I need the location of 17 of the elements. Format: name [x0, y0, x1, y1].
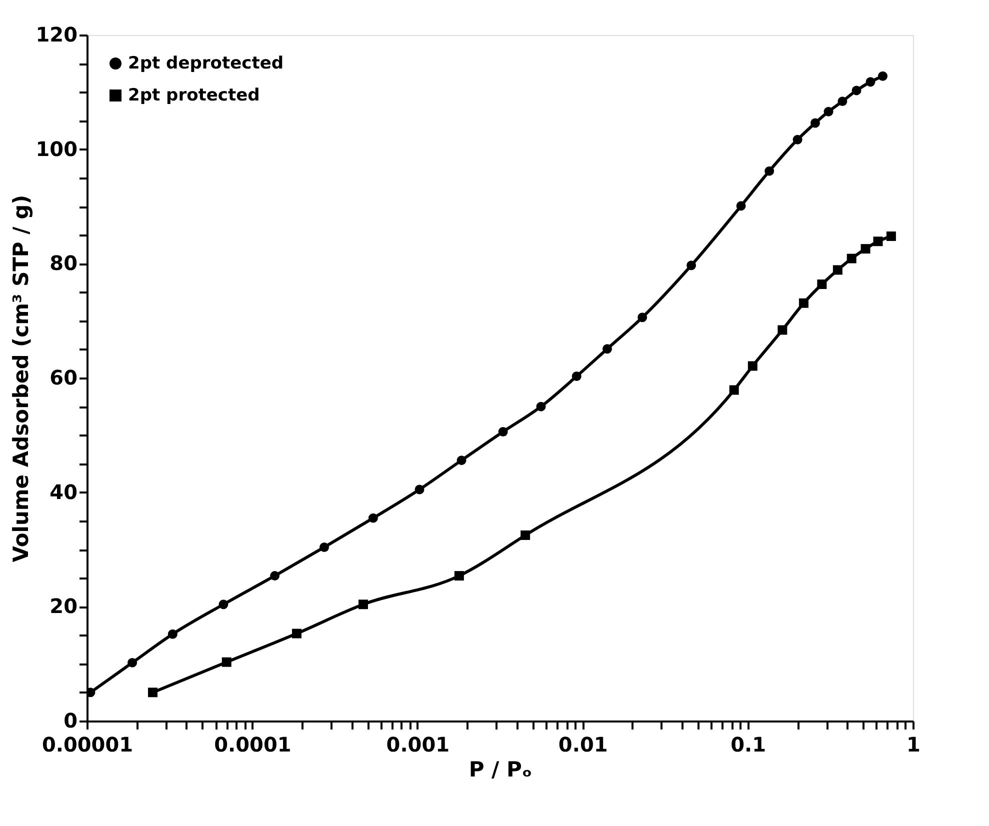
- x-tick-label: 0.0001: [214, 732, 292, 756]
- x-tick-label: 0.01: [558, 732, 608, 756]
- y-tick-label: 80: [50, 251, 78, 276]
- x-tick-label: 0.1: [730, 732, 766, 756]
- x-tick-label: 0.00001: [42, 732, 134, 756]
- y-tick-label: 100: [36, 136, 78, 161]
- legend-label: 2pt deprotected: [128, 54, 284, 74]
- x-axis-title: P / Pₒ: [468, 758, 532, 782]
- y-tick-label: 120: [36, 22, 78, 46]
- legend-label: 2pt protected: [128, 86, 260, 106]
- y-tick-label: 60: [50, 366, 78, 390]
- y-tick-label: 0: [64, 708, 78, 732]
- y-tick-label: 20: [50, 594, 78, 618]
- x-tick-label: 0.001: [386, 732, 450, 756]
- y-axis-title: Volume Adsorbed (cm³ STP / g): [8, 194, 33, 562]
- x-tick-label: 1: [906, 732, 920, 756]
- y-tick-label: 40: [50, 480, 78, 504]
